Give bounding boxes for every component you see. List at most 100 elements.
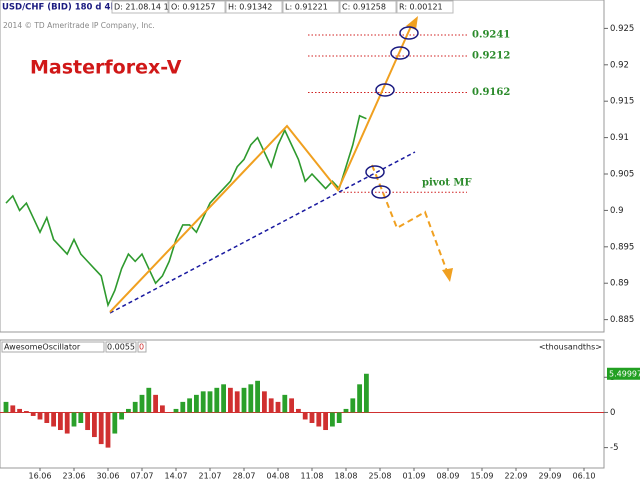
oscillator-bar — [268, 398, 274, 413]
marker-ellipse — [375, 83, 395, 97]
y-tick-label: -5 — [610, 443, 618, 453]
x-tick-label: 16.06 — [29, 472, 52, 480]
oscillator-bar — [282, 394, 288, 413]
y-tick-label: 0.925 — [610, 24, 634, 34]
oscillator-bar — [296, 408, 301, 413]
annotations — [109, 16, 453, 314]
header-field-box — [168, 0, 226, 14]
oscillator-bar — [248, 384, 254, 413]
oscillator-bar — [10, 405, 16, 413]
oscillator-bar — [85, 412, 90, 431]
oscillator-bar — [275, 401, 281, 413]
y-tick-label: 0.92 — [610, 60, 629, 70]
y-tick-label: 0.9 — [610, 206, 624, 216]
param-box — [137, 341, 147, 353]
header-field-box — [225, 0, 283, 14]
oscillator-bar — [153, 394, 158, 413]
header-field: C: 0.91258 — [342, 3, 386, 12]
oscillator-bar — [336, 412, 342, 423]
oscillator-bar — [364, 373, 369, 413]
oscillator-bar — [289, 398, 294, 413]
oscillator-panel — [0, 339, 605, 469]
oscillator-bar — [3, 401, 9, 413]
param: 0.0055 — [107, 343, 135, 352]
x-tick-label: 15.09 — [471, 472, 494, 480]
level-label: 0.9212 — [472, 51, 510, 62]
level-label: 0.9162 — [472, 87, 510, 98]
x-tick-label: 06.10 — [573, 472, 596, 480]
unit-label: <thousandths> — [539, 343, 602, 352]
last-value-box — [607, 367, 640, 380]
header-field-box — [396, 0, 454, 14]
oscillator-bar — [126, 408, 131, 413]
x-tick-label: 23.06 — [63, 472, 86, 480]
x-tick-label: 29.09 — [539, 472, 562, 480]
oscillator-bar — [330, 412, 335, 427]
y-tick-label: 0.905 — [610, 170, 634, 180]
arrow-head — [442, 268, 453, 282]
oscillator-bar — [58, 412, 63, 431]
oscillator-bar — [309, 412, 315, 423]
oscillator-bar — [37, 412, 43, 420]
oscillator-bar — [17, 408, 22, 413]
oscillator-bar — [187, 398, 192, 413]
x-tick-label: 14.07 — [165, 472, 188, 480]
oscillator-bar — [92, 412, 97, 438]
marker-ellipse — [371, 185, 391, 199]
x-tick-label: 30.06 — [97, 472, 120, 480]
oscillator-bar — [132, 401, 138, 413]
param: 0 — [139, 343, 144, 352]
header-field: H: 0.91342 — [228, 3, 272, 12]
x-tick-label: 28.07 — [233, 472, 256, 480]
x-tick-label: 01.09 — [403, 472, 426, 480]
marker-ellipse — [390, 46, 410, 60]
header-field: R: 0.00121 — [399, 3, 443, 12]
y-tick-label: 0 — [610, 408, 615, 418]
header-field-box — [111, 0, 169, 14]
oscillator-bar — [64, 412, 70, 434]
x-tick-label: 08.09 — [437, 472, 460, 480]
header-field: O: 0.91257 — [171, 3, 215, 12]
oscillator-bar — [173, 408, 179, 413]
chart-title: Masterforex-V — [30, 57, 182, 79]
oscillator-bar — [241, 387, 247, 413]
oscillator-bar — [71, 412, 77, 427]
oscillator-bar — [139, 394, 145, 413]
header-field: L: 0.91221 — [285, 3, 328, 12]
oscillator-bar — [160, 405, 165, 413]
level-label: 0.9241 — [472, 29, 510, 40]
oscillator-title-box — [1, 341, 105, 353]
header-symbol: USD/CHF (BID) 180 d 4h — [2, 3, 116, 13]
marker-ellipse — [365, 165, 385, 179]
pivot-label: pivot MF — [422, 178, 472, 189]
price-panel — [0, 0, 605, 333]
oscillator-bar — [262, 391, 267, 413]
oscillator-bar — [316, 412, 322, 427]
oscillator-bar — [112, 412, 118, 434]
oscillator-bar — [119, 412, 124, 420]
trend-line — [109, 151, 416, 314]
x-tick-label: 22.09 — [505, 472, 528, 480]
x-tick-label: 25.08 — [369, 472, 392, 480]
x-tick-label: 04.08 — [267, 472, 290, 480]
oscillator-bar — [78, 412, 84, 423]
header-field-box — [339, 0, 397, 14]
oscillator-bar — [350, 398, 356, 413]
oscillator-bar — [146, 387, 152, 413]
oscillator-bar — [98, 412, 104, 445]
last-value-label: 5.49997 — [609, 369, 640, 378]
y-tick-label: 0.915 — [610, 97, 634, 107]
header-field: D: 21.08.14 12:00 — [114, 3, 187, 12]
copyright: 2014 © TD Ameritrade IP Company, Inc. — [3, 21, 155, 30]
marker-ellipse — [399, 26, 419, 40]
y-tick-label: 0.895 — [610, 242, 634, 252]
x-tick-label: 18.08 — [335, 472, 358, 480]
oscillator-bar — [200, 391, 206, 413]
oscillator-bar — [228, 387, 233, 413]
oscillator-bar — [323, 412, 328, 431]
x-tick-label: 07.07 — [131, 472, 154, 480]
y-tick-label: 0.885 — [610, 315, 634, 325]
oscillator-bar — [30, 412, 36, 416]
oscillator-bar — [180, 401, 186, 413]
